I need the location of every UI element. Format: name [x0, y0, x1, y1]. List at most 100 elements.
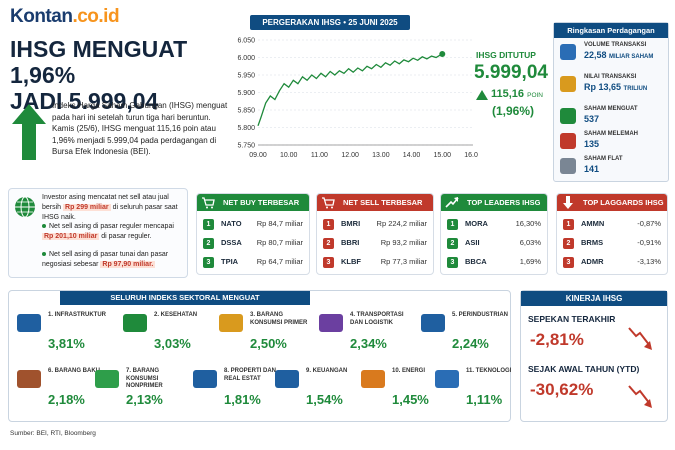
rank-row: 1 MORA 16,30%: [447, 218, 541, 232]
rank-number: 2: [323, 238, 334, 249]
net-sell-title: NET SELL TERBESAR ASING: [317, 194, 433, 224]
bar-chart-icon: [560, 44, 576, 60]
sector-value: 1,45%: [392, 392, 429, 407]
sector-name: 11. TEKNOLOGI: [466, 368, 512, 374]
y-tick-label: 6.050: [237, 38, 255, 45]
net-buy-panel: NET BUY TERBESAR ASING 1 NATO Rp 84,7 mili…: [196, 193, 310, 275]
sector-value: 2,18%: [48, 392, 85, 407]
stock-code: MORA: [465, 219, 488, 228]
rank-value: Rp 84,7 miliar: [256, 219, 303, 228]
rank-row: 3 TPIA Rp 64,7 miliar: [203, 256, 303, 270]
headline-line1: IHSG MENGUAT 1,96%: [10, 36, 188, 88]
sector-item: 8. PROPERTI DAN REAL ESTAT 1,81%: [190, 366, 290, 420]
sector-name: 9. KEUANGAN: [306, 368, 348, 374]
ringkasan-item: Saham Flat 141: [560, 156, 670, 184]
sector-item: 9. KEUANGAN 1,54%: [272, 366, 372, 420]
computer-icon: [435, 370, 459, 388]
rank-number: 3: [447, 257, 458, 268]
rank-row: 3 ADMR -3,13%: [563, 256, 661, 270]
ringkasan-value: 537: [584, 114, 600, 124]
sector-item: 7. BARANG KONSUMSI NONPRIMER 2,13%: [92, 366, 192, 420]
rank-row: 3 KLBF Rp 77,3 miliar: [323, 256, 427, 270]
sector-value: 2,34%: [350, 336, 387, 351]
laggards-title: TOP LAGGARDS IHSG: [557, 194, 667, 211]
triangle-up-icon: [476, 90, 488, 100]
rank-row: 2 BBRI Rp 93,2 miliar: [323, 237, 427, 251]
sector-value: 1,81%: [224, 392, 261, 407]
source-note: Sumber: BEI, RTI, Bloomberg: [10, 430, 96, 437]
ringkasan-label: Saham Menguat: [584, 106, 638, 112]
x-tick-label: 11.00: [311, 152, 328, 159]
sector-name: 10. ENERGI: [392, 368, 426, 374]
rank-number: 2: [203, 238, 214, 249]
arrow-up-icon: [12, 104, 46, 160]
change-value: 115,16 POIN: [491, 88, 544, 100]
sector-name: 6. BARANG BAKU: [48, 368, 101, 374]
kinerja-ytd-label: SEJAK AWAL TAHUN (YTD): [528, 364, 640, 374]
ringkasan-item: Nilai Transaksi Rp 13,65 TRILIUN: [560, 74, 670, 102]
rank-row: 2 BRMS -0,91%: [563, 237, 661, 251]
sektoral-panel: [8, 290, 511, 422]
ringkasan-value: 141: [584, 164, 600, 174]
brand-logo: Kontan.co.id: [10, 6, 120, 27]
stock-code: NATO: [221, 219, 242, 228]
intro-text: Indeks Harga Saham Gabungan (IHSG) mengu…: [52, 101, 228, 156]
x-tick-label: 14.00: [403, 152, 421, 159]
factory-icon: [421, 314, 445, 332]
ringkasan-item: Saham Menguat 537: [560, 106, 670, 134]
rank-row: 1 NATO Rp 84,7 miliar: [203, 218, 303, 232]
rank-value: Rp 224,2 miliar: [376, 219, 427, 228]
y-tick-label: 5.750: [237, 143, 255, 150]
buildings-icon: [193, 370, 217, 388]
asing-intro: Investor asing mencatat net sell atau ju…: [42, 194, 178, 221]
chart-title: PERGERAKAN IHSG • 25 JUNI 2025: [250, 15, 410, 30]
ringkasan-title: Ringkasan Perdagangan: [554, 23, 668, 38]
rank-value: Rp 80,7 miliar: [256, 238, 303, 247]
asing-bullet-2: Net sell asing di pasar tunai dan pasar …: [42, 251, 169, 268]
stock-code: BBRI: [341, 238, 360, 247]
boxes-icon: [17, 370, 41, 388]
sector-item: 3. BARANG KONSUMSI PRIMER 2,50%: [216, 310, 316, 364]
truck-icon: [319, 314, 343, 332]
leaders-panel: TOP LEADERS IHSG 1 MORA 16,30% 2 ASII 6,03% 3 B…: [440, 193, 548, 275]
globe-icon: [15, 196, 35, 218]
stock-code: BRMS: [581, 238, 604, 247]
equal-icon: [560, 158, 576, 174]
sector-name: 5. PERINDUSTRIAN: [452, 312, 509, 318]
rank-row: 1 AMMN -0,87%: [563, 218, 661, 232]
ringkasan-label: Saham Flat: [584, 156, 623, 162]
shopping-bag-icon: [95, 370, 119, 388]
sector-name: 2. KESEHATAN: [154, 312, 198, 318]
x-tick-label: 12.00: [341, 152, 359, 159]
sector-value: 2,13%: [126, 392, 163, 407]
sector-value: 2,50%: [250, 336, 287, 351]
asing-bullet-1: Net sell asing di pasar reguler mencapai…: [42, 223, 174, 240]
rank-value: Rp 93,2 miliar: [380, 238, 427, 247]
ringkasan-label: Saham Melemah: [584, 131, 638, 137]
trend-up-icon: [445, 197, 459, 208]
sector-item: 1. INFRASTRUKTUR 3,81%: [14, 310, 114, 364]
stock-code: ASII: [465, 238, 480, 247]
basket-icon: [219, 314, 243, 332]
headline-line2: JADI 5.999,04: [10, 88, 159, 114]
y-tick-label: 5.950: [237, 73, 255, 80]
rank-number: 1: [563, 219, 574, 230]
rank-number: 1: [203, 219, 214, 230]
rank-number: 3: [203, 257, 214, 268]
x-tick-label: 16.00: [464, 152, 478, 159]
rank-row: 2 ASII 6,03%: [447, 237, 541, 251]
arrow-down-icon: [560, 133, 576, 149]
trend-down-icon: [628, 385, 652, 408]
sector-name: 8. PROPERTI DAN REAL ESTAT: [224, 368, 277, 382]
x-tick-label: 09.00: [249, 152, 267, 159]
rank-number: 1: [323, 219, 334, 230]
rank-number: 2: [563, 238, 574, 249]
rank-value: 1,69%: [519, 257, 541, 266]
sector-value: 3,03%: [154, 336, 191, 351]
laggards-panel: TOP LAGGARDS IHSG 1 AMMN -0,87% 2 BRMS -0,91%…: [556, 193, 668, 275]
stock-code: DSSA: [221, 238, 242, 247]
cart-icon: [202, 197, 215, 209]
sector-item: 6. BARANG BAKU 2,18%: [14, 366, 114, 420]
sector-name: 3. BARANG KONSUMSI PRIMER: [250, 312, 308, 326]
rank-number: 1: [447, 219, 458, 230]
